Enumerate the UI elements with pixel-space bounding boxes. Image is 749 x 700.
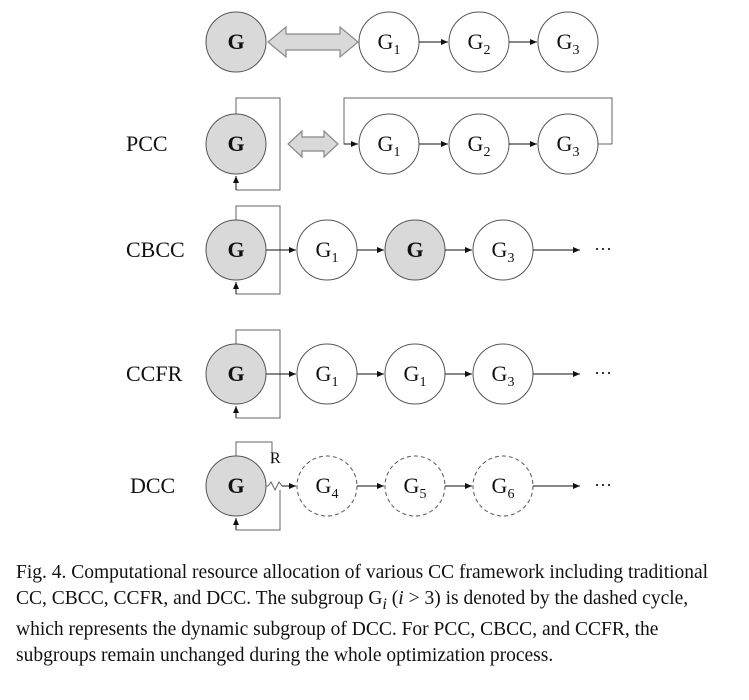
row-ccfr: CCFR G G1 G1 G3 ··· <box>126 329 612 419</box>
node-letter: G <box>468 29 484 54</box>
node-letter: G <box>227 473 244 498</box>
node-label: G <box>406 237 423 262</box>
caption-paren: ( <box>386 588 399 609</box>
node-letter: G <box>227 29 244 54</box>
node-label: G4 <box>316 473 339 502</box>
node-subscript: 3 <box>507 375 514 390</box>
node-letter: G <box>316 361 332 386</box>
node-label: G3 <box>557 29 580 58</box>
node-letter: G <box>227 237 244 262</box>
subgroup-node <box>537 11 599 73</box>
node-subscript: 3 <box>572 43 579 58</box>
node-letter: G <box>557 29 573 54</box>
double-arrow <box>267 25 359 59</box>
main-group-node <box>205 455 267 517</box>
row-pcc: PCC G G1 G2 G3 <box>126 97 613 191</box>
main-group-node <box>205 113 267 175</box>
ellipsis: ··· <box>594 239 612 259</box>
subgroup-node <box>537 113 599 175</box>
feedback-loop-bottom <box>236 490 281 531</box>
node-subscript: 2 <box>483 145 490 160</box>
node-subscript: 1 <box>419 375 426 390</box>
row-label: DCC <box>130 473 175 498</box>
node-label: G5 <box>404 473 427 502</box>
node-label: G1 <box>316 361 339 390</box>
node-label: G <box>227 237 244 262</box>
node-letter: G <box>316 237 332 262</box>
feedback-loop <box>235 329 281 419</box>
caption-prefix: Fig. 4. Computational resource allocatio… <box>16 562 709 609</box>
node-subscript: 5 <box>419 487 426 502</box>
row-label: CBCC <box>126 237 185 262</box>
node-letter: G <box>404 361 420 386</box>
node-letter: G <box>227 361 244 386</box>
node-letter: G <box>406 237 423 262</box>
node-subscript: 1 <box>331 375 338 390</box>
node-letter: G <box>404 473 420 498</box>
node-subscript: 1 <box>393 145 400 160</box>
node-label: G6 <box>492 473 515 502</box>
node-subscript: 1 <box>393 43 400 58</box>
node-label: G3 <box>492 237 515 266</box>
node-label: G <box>227 361 244 386</box>
ellipsis: ··· <box>594 363 612 383</box>
node-label: G <box>227 131 244 156</box>
node-subscript: 1 <box>331 251 338 266</box>
feedback-loop-top <box>235 441 273 464</box>
node-label: G3 <box>492 361 515 390</box>
node-subscript: 3 <box>507 251 514 266</box>
node-label: G1 <box>316 237 339 266</box>
node-label: G1 <box>404 361 427 390</box>
node-letter: G <box>492 361 508 386</box>
ellipsis: ··· <box>594 475 612 495</box>
row-cc: G G1 G2 G3 <box>205 11 599 73</box>
figure-caption: Fig. 4. Computational resource allocatio… <box>16 560 728 669</box>
node-label: G2 <box>468 131 491 160</box>
double-arrow <box>287 129 339 159</box>
main-group-node <box>205 219 267 281</box>
node-subscript: 2 <box>483 43 490 58</box>
node-label: G <box>227 29 244 54</box>
node-letter: G <box>378 131 394 156</box>
row-cbcc: CBCC G G1 G G3 ··· <box>126 205 612 295</box>
node-label: G2 <box>468 29 491 58</box>
node-label: G3 <box>557 131 580 160</box>
caption-subscript: i <box>382 594 387 613</box>
node-letter: G <box>316 473 332 498</box>
node-letter: G <box>227 131 244 156</box>
node-subscript: 3 <box>572 145 579 160</box>
r-label: R <box>270 450 281 467</box>
caption-condition: > 3) <box>403 588 441 609</box>
node-subscript: 4 <box>331 487 338 502</box>
main-group-node <box>205 343 267 405</box>
node-letter: G <box>492 237 508 262</box>
node-letter: G <box>378 29 394 54</box>
feedback-loop <box>235 205 281 295</box>
row-label: CCFR <box>126 361 183 386</box>
caption-variable: i <box>398 588 404 609</box>
resistor-symbol <box>266 481 283 492</box>
node-letter: G <box>557 131 573 156</box>
feedback-loop <box>235 97 281 191</box>
caption-suffix: is denoted by the dashed cycle, which re… <box>16 588 689 666</box>
node-label: G <box>227 473 244 498</box>
main-group-node <box>205 11 267 73</box>
node-letter: G <box>468 131 484 156</box>
node-subscript: 6 <box>507 487 514 502</box>
node-label: G1 <box>378 29 401 58</box>
row-label: PCC <box>126 131 168 156</box>
node-letter: G <box>492 473 508 498</box>
node-label: G1 <box>378 131 401 160</box>
